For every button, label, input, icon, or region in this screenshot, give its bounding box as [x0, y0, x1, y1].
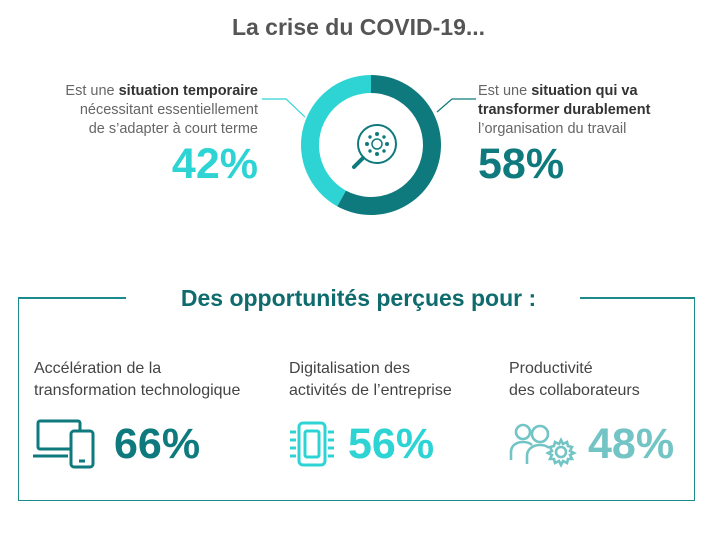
opportunity-tech-line2: transformation technologique — [34, 382, 241, 399]
opportunity-digital: Digitalisation des activités de l’entrep… — [289, 358, 452, 402]
donut-slices — [301, 75, 441, 215]
opportunity-digital-line2: activités de l’entreprise — [289, 382, 452, 399]
temporary-desc: Est une situation temporaire nécessitant… — [20, 82, 258, 139]
opportunities-box — [18, 297, 695, 501]
page-title: La crise du COVID-19... — [231, 14, 486, 40]
donut-chart — [301, 75, 441, 215]
lasting-desc-bold1: situation qui va — [531, 83, 638, 99]
chip-icon — [290, 421, 334, 467]
opportunity-productivity-line1: Productivité — [509, 360, 593, 377]
donut-slice-temporary — [301, 75, 371, 207]
lasting-change-block: Est une situation qui va transformer dur… — [478, 82, 708, 187]
temporary-desc-prefix: Est une — [65, 83, 119, 99]
opportunity-productivity-line2: des collaborateurs — [509, 382, 640, 399]
temporary-situation-block: Est une situation temporaire nécessitant… — [20, 82, 258, 187]
opportunity-digital-row: 56% — [286, 418, 434, 470]
opportunity-digital-line1: Digitalisation des — [289, 360, 410, 377]
opportunity-productivity-label: Productivité des collaborateurs — [509, 358, 640, 402]
lasting-desc-line3: l’organisation du travail — [478, 121, 627, 137]
lasting-desc-bold2: transformer durablement — [478, 102, 651, 118]
opportunity-productivity-row: 48% — [508, 418, 674, 470]
laptop-phone-icon — [33, 419, 95, 469]
virus-magnifier-icon — [352, 124, 397, 169]
opportunity-tech-pct: 66% — [114, 419, 201, 468]
box-top-line-left — [18, 297, 126, 299]
donut-slice-lasting — [337, 75, 441, 215]
temporary-desc-bold: situation temporaire — [118, 83, 258, 99]
box-top-line-right — [580, 297, 695, 299]
opportunity-tech: Accélération de la transformation techno… — [34, 358, 240, 402]
lasting-pct: 58% — [478, 140, 565, 188]
lasting-desc-prefix: Est une — [478, 83, 532, 99]
opportunity-productivity-pct: 48% — [588, 419, 675, 468]
people-gear-icon — [509, 423, 577, 468]
opportunity-productivity: Productivité des collaborateurs — [509, 358, 640, 402]
opportunity-tech-line1: Accélération de la — [34, 360, 162, 377]
temporary-desc-line2: nécessitant essentiellement — [79, 102, 258, 118]
opportunity-tech-row: 66% — [32, 418, 200, 470]
opportunity-digital-label: Digitalisation des activités de l’entrep… — [289, 358, 452, 402]
lasting-desc: Est une situation qui va transformer dur… — [478, 82, 708, 139]
temporary-pct: 42% — [171, 140, 258, 188]
temporary-desc-line3: de s’adapter à court terme — [88, 121, 258, 137]
opportunity-digital-pct: 56% — [348, 419, 435, 468]
opportunities-title: Des opportunités perçues pour : — [180, 285, 537, 311]
opportunity-tech-label: Accélération de la transformation techno… — [34, 358, 240, 402]
